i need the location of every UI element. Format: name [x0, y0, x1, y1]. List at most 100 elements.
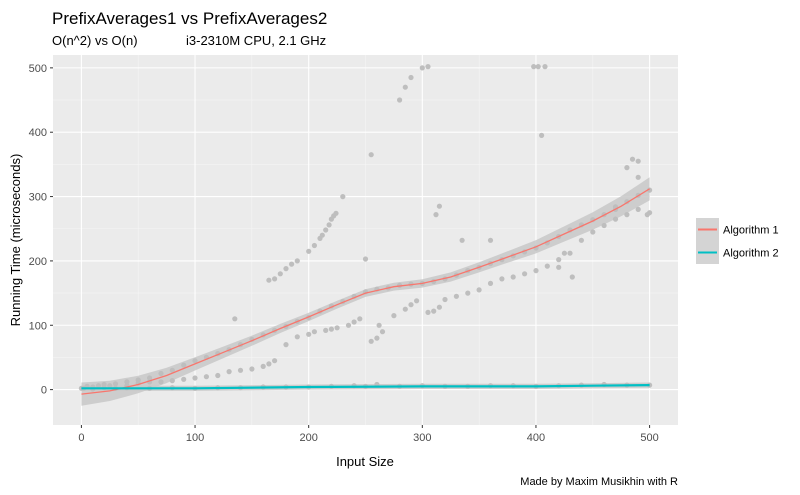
chart-title: PrefixAverages1 vs PrefixAverages2 — [52, 9, 327, 28]
chart-subtitle-right: i3-2310M CPU, 2.1 GHz — [186, 33, 326, 48]
point-series-1 — [569, 274, 575, 280]
line-series-2 — [81, 384, 650, 390]
point-series-1 — [192, 375, 198, 381]
point-series-1 — [328, 326, 334, 332]
point-series-1 — [306, 331, 312, 337]
point-series-1 — [542, 64, 548, 70]
x-tick-label: 200 — [300, 432, 318, 444]
point-series-1 — [561, 250, 568, 256]
point-series-1 — [533, 268, 539, 274]
y-tick-label: 100 — [29, 320, 47, 332]
point-series-1 — [158, 379, 164, 385]
point-series-1 — [147, 375, 153, 381]
smooth-lines — [81, 188, 650, 395]
point-series-1 — [556, 264, 562, 270]
y-tick-label: 200 — [29, 256, 47, 268]
point-series-1 — [436, 304, 442, 310]
point-series-1 — [425, 64, 431, 70]
point-series-1 — [442, 296, 448, 303]
point-series-1 — [266, 277, 272, 283]
point-series-1 — [459, 237, 465, 243]
point-series-1 — [107, 383, 113, 389]
point-series-1 — [124, 379, 130, 385]
point-series-1 — [453, 293, 459, 299]
line-series-1 — [81, 188, 650, 395]
y-axis-label: Running Time (microseconds) — [8, 154, 23, 327]
point-series-1 — [624, 165, 630, 171]
point-series-1 — [226, 369, 232, 375]
legend: Algorithm 1 Algorithm 2 — [696, 218, 779, 264]
point-series-1 — [294, 334, 300, 340]
point-series-1 — [374, 335, 380, 341]
y-tick-label: 500 — [29, 63, 47, 75]
point-series-1 — [169, 367, 175, 373]
point-series-1 — [408, 302, 414, 308]
point-series-1 — [624, 212, 630, 218]
y-tick-label: 400 — [29, 127, 47, 139]
point-series-1 — [647, 187, 653, 193]
x-tick-label: 300 — [413, 432, 431, 444]
point-series-1 — [215, 372, 221, 379]
point-series-1 — [357, 316, 363, 322]
y-tick-label: 0 — [41, 385, 47, 397]
point-series-1 — [419, 65, 425, 71]
point-series-1 — [499, 276, 505, 282]
point-series-1 — [283, 266, 289, 272]
point-series-1 — [510, 274, 516, 280]
point-series-1 — [232, 316, 238, 322]
point-series-1 — [237, 367, 244, 373]
point-series-1 — [635, 174, 641, 180]
point-series-1 — [272, 276, 278, 282]
chart-subtitle-left: O(n^2) vs O(n) — [52, 33, 138, 48]
point-series-1 — [158, 370, 164, 377]
legend-label-1: Algorithm 1 — [723, 225, 779, 237]
point-series-1 — [436, 203, 442, 209]
x-tick-label: 400 — [527, 432, 545, 444]
point-series-1 — [556, 257, 562, 263]
point-series-1 — [181, 362, 187, 368]
point-series-1 — [266, 361, 272, 367]
point-series-1 — [323, 327, 329, 333]
point-series-1 — [368, 338, 374, 344]
point-series-1 — [311, 329, 317, 335]
point-series-1 — [345, 322, 352, 328]
point-series-1 — [391, 313, 397, 319]
point-series-1 — [169, 378, 175, 384]
legend-label-2: Algorithm 2 — [723, 248, 779, 260]
point-series-1 — [397, 97, 403, 103]
point-series-1 — [408, 74, 414, 81]
chart-caption: Made by Maxim Musikhin with R — [520, 476, 678, 488]
point-series-1 — [476, 287, 482, 293]
y-tick-label: 300 — [29, 192, 47, 204]
point-series-1 — [431, 308, 437, 314]
point-series-1 — [531, 64, 537, 70]
point-series-1 — [402, 306, 408, 312]
point-series-1 — [539, 132, 545, 138]
point-series-1 — [334, 325, 340, 331]
point-series-1 — [535, 64, 541, 70]
point-series-1 — [590, 229, 596, 235]
x-tick-label: 500 — [640, 432, 658, 444]
point-series-1 — [487, 237, 494, 243]
point-series-1 — [544, 263, 550, 269]
point-series-1 — [311, 242, 317, 249]
x-axis: 0 100 200 300 400 500 — [78, 425, 659, 444]
point-series-1 — [414, 298, 420, 304]
point-series-1 — [635, 158, 641, 164]
point-series-1 — [601, 222, 607, 229]
point-series-1 — [368, 152, 374, 158]
point-series-1 — [323, 227, 329, 233]
x-tick-label: 100 — [186, 432, 204, 444]
point-series-1 — [272, 358, 278, 364]
point-series-1 — [333, 210, 339, 216]
point-series-1 — [647, 210, 653, 216]
point-series-1 — [249, 366, 255, 372]
point-series-1 — [567, 250, 573, 256]
point-series-1 — [487, 280, 494, 286]
point-series-1 — [522, 271, 528, 277]
point-series-1 — [181, 376, 187, 382]
point-series-1 — [95, 383, 102, 389]
point-series-1 — [629, 156, 636, 162]
point-series-1 — [203, 374, 209, 380]
